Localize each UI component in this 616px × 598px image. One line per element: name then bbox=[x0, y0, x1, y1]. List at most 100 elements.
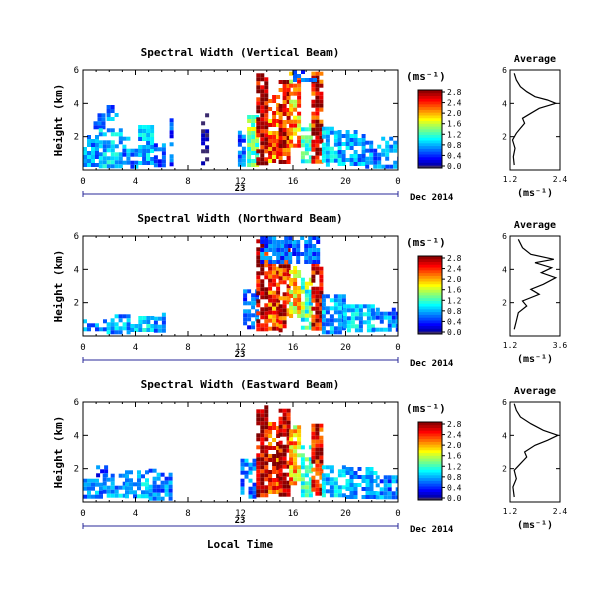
heatmap-cell bbox=[289, 294, 294, 298]
heatmap-cell bbox=[272, 143, 277, 147]
heatmap-cell bbox=[240, 462, 245, 467]
heatmap-cell bbox=[319, 266, 324, 271]
heatmap-cell bbox=[325, 142, 330, 147]
heatmap-cell bbox=[169, 154, 174, 159]
heatmap-cell bbox=[293, 74, 297, 78]
heatmap-cell bbox=[264, 413, 269, 418]
colorbar-unit: (ms⁻¹) bbox=[406, 236, 446, 249]
heatmap-cell bbox=[282, 132, 287, 136]
heatmap-cell bbox=[264, 287, 269, 292]
heatmap-cell bbox=[260, 161, 265, 166]
heatmap-cell bbox=[300, 325, 305, 330]
heatmap-cell bbox=[256, 303, 261, 308]
colorbar-segment bbox=[418, 140, 442, 144]
heatmap-cell bbox=[101, 125, 106, 130]
colorbar-tick-label: 0.0 bbox=[447, 328, 462, 337]
heatmap-cell bbox=[272, 139, 277, 143]
heatmap-cell bbox=[260, 473, 265, 478]
heatmap-cell bbox=[387, 315, 392, 320]
x-tick-label: 0 bbox=[395, 343, 400, 353]
heatmap-cell bbox=[252, 482, 257, 487]
heatmap-cell bbox=[395, 491, 398, 496]
heatmap-cell bbox=[95, 327, 99, 332]
heatmap-cell bbox=[329, 469, 334, 474]
heatmap-cell bbox=[134, 164, 139, 169]
heatmap-cell bbox=[118, 473, 123, 478]
heatmap-cell bbox=[315, 135, 320, 140]
heatmap-cell bbox=[168, 484, 173, 489]
heatmap-cell bbox=[282, 96, 287, 100]
heatmap-cell bbox=[260, 409, 265, 414]
profile-x-tick-label: 1.2 bbox=[503, 175, 518, 184]
heatmap-cell bbox=[256, 81, 261, 86]
heatmap-cell bbox=[256, 283, 261, 288]
heatmap-cell bbox=[276, 240, 281, 244]
heatmap-cell bbox=[268, 470, 273, 474]
heatmap-cell bbox=[256, 417, 261, 422]
heatmap-cell bbox=[286, 460, 291, 465]
colorbar-segment bbox=[418, 148, 442, 152]
heatmap-cell bbox=[260, 433, 265, 438]
heatmap-cell bbox=[264, 117, 269, 122]
heatmap-cell bbox=[118, 136, 123, 141]
heatmap-cell bbox=[312, 260, 317, 264]
heatmap-cell bbox=[319, 298, 324, 303]
heatmap-cell bbox=[345, 158, 350, 162]
heatmap-cell bbox=[391, 315, 396, 320]
heatmap-cell bbox=[333, 134, 338, 139]
heatmap-cell bbox=[260, 315, 265, 320]
colorbar-segment bbox=[418, 483, 442, 487]
heatmap-cell bbox=[278, 328, 283, 333]
heatmap-cell bbox=[315, 302, 320, 307]
heatmap-cell bbox=[256, 279, 261, 284]
heatmap-cell bbox=[99, 490, 103, 495]
heatmap-cell bbox=[133, 494, 137, 499]
colorbar-segment bbox=[418, 283, 442, 288]
heatmap-cell bbox=[268, 278, 273, 283]
colorbar-segment bbox=[418, 466, 442, 470]
heatmap-cell bbox=[278, 296, 283, 301]
heatmap-cell bbox=[260, 240, 265, 244]
profile-y-tick-label: 6 bbox=[502, 232, 507, 241]
heatmap-cell bbox=[311, 159, 316, 164]
heatmap-cell bbox=[288, 256, 293, 260]
heatmap-cell bbox=[319, 99, 324, 104]
heatmap-cell bbox=[148, 468, 153, 473]
heatmap-cell bbox=[264, 137, 269, 142]
heatmap-cell bbox=[260, 157, 265, 162]
heatmap-cell bbox=[256, 461, 261, 466]
heatmap-cell bbox=[293, 119, 298, 124]
heatmap-cell bbox=[122, 481, 127, 486]
heatmap-cell bbox=[333, 130, 338, 135]
x-tick-label: 16 bbox=[288, 509, 299, 519]
heatmap-cell bbox=[379, 327, 384, 332]
heatmap-cell bbox=[333, 318, 338, 323]
heatmap-cell bbox=[293, 477, 298, 482]
heatmap-cell bbox=[102, 152, 107, 157]
heatmap-cell bbox=[373, 156, 378, 161]
heatmap-cell bbox=[264, 145, 269, 150]
heatmap-cell bbox=[272, 248, 277, 252]
heatmap-cell bbox=[264, 477, 269, 482]
heatmap-cell bbox=[297, 425, 302, 430]
heatmap-cell bbox=[243, 289, 248, 294]
heatmap-cell bbox=[286, 432, 291, 437]
colorbar-segment bbox=[418, 258, 442, 262]
heatmap-cell bbox=[289, 473, 294, 478]
heatmap-cell bbox=[297, 79, 302, 84]
heatmap-cell bbox=[286, 492, 291, 497]
heatmap-cell bbox=[247, 115, 252, 119]
heatmap-cell bbox=[354, 328, 359, 333]
heatmap-cell bbox=[247, 147, 252, 151]
colorbar-segment bbox=[418, 300, 442, 304]
heatmap-cell bbox=[286, 284, 291, 289]
heatmap-cell bbox=[304, 301, 309, 306]
heatmap-cell bbox=[102, 489, 107, 494]
heatmap-cell bbox=[366, 320, 371, 325]
heatmap-cell bbox=[319, 123, 324, 128]
heatmap-cell bbox=[260, 279, 265, 284]
heatmap-cell bbox=[243, 317, 248, 322]
heatmap-cell bbox=[311, 99, 316, 104]
heatmap-cell bbox=[201, 141, 206, 146]
heatmap-cell bbox=[282, 492, 287, 497]
